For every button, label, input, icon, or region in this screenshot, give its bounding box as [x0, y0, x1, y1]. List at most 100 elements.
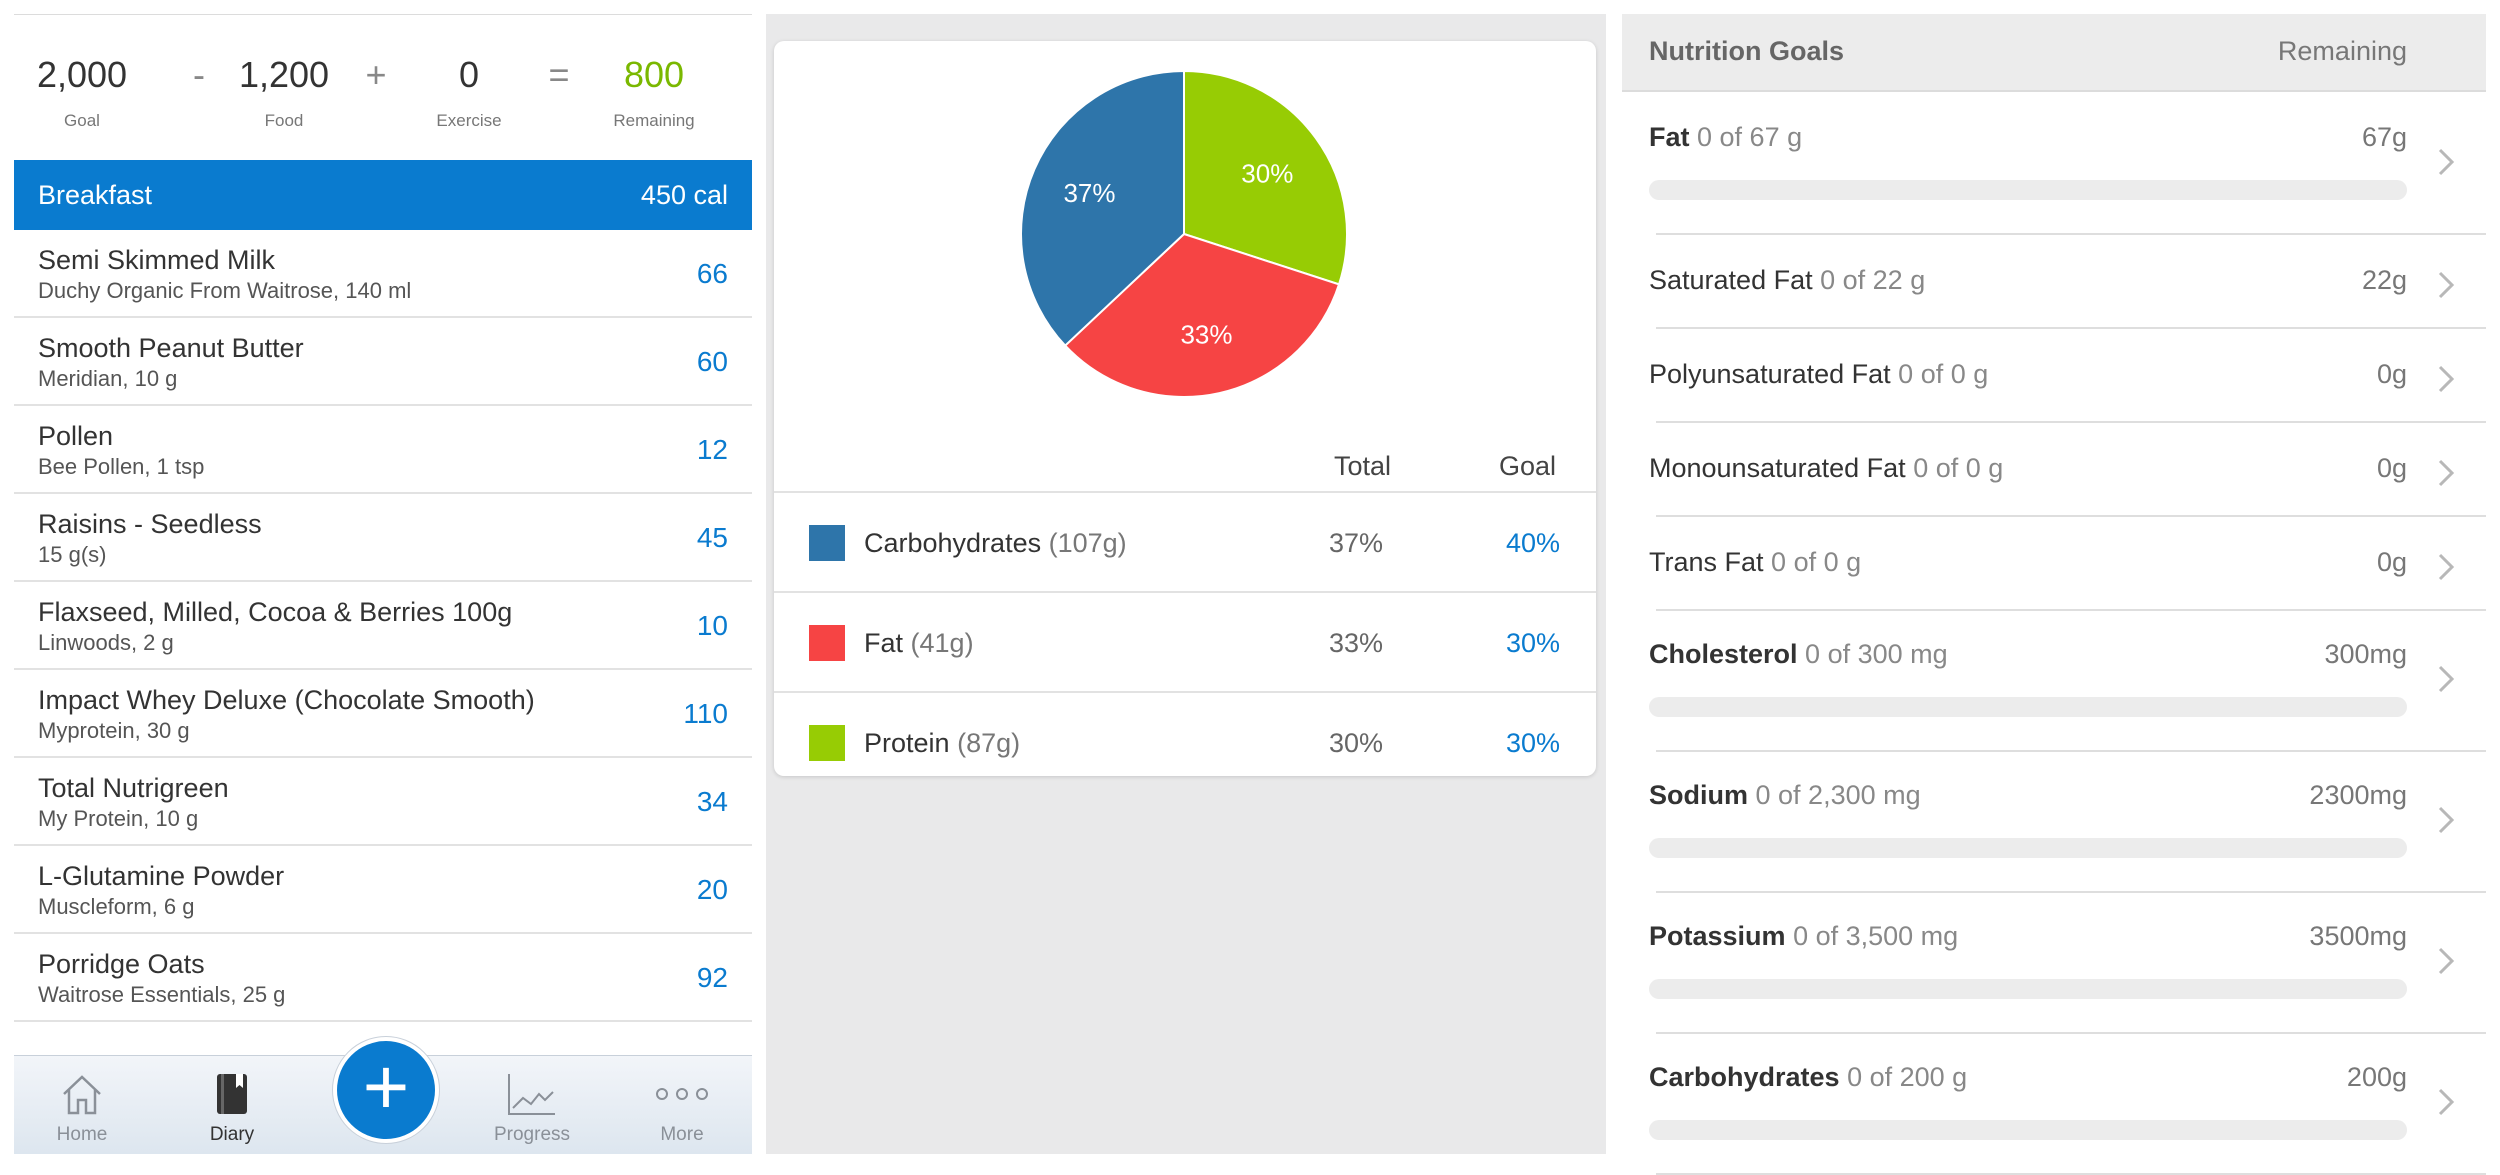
calorie-summary: 2,000 Goal - 1,200 Food + 0 Exercise = 8… — [14, 40, 752, 140]
macro-label: Carbohydrates — [864, 528, 1042, 558]
nutrient-remaining: 200g — [2346, 1062, 2407, 1092]
chevron-right-icon — [2438, 553, 2455, 581]
diary-panel: 2,000 Goal - 1,200 Food + 0 Exercise = 8… — [0, 0, 766, 1168]
macro-name: Carbohydrates (107g) — [864, 528, 1127, 559]
food-item[interactable]: Flaxseed, Milled, Cocoa & Berries 100g L… — [14, 582, 752, 670]
divider — [1656, 421, 2486, 423]
food-summary[interactable]: 1,200 Food — [234, 40, 334, 132]
legend-swatch — [809, 725, 845, 761]
divider — [1656, 233, 2486, 235]
add-button[interactable]: + — [332, 1036, 440, 1144]
divider — [774, 491, 1596, 493]
nutrient-name: Potassium 0 of 3,500 mg — [1649, 921, 1958, 952]
macros-card: 30% 33% 37% Total Goal Carbohydrates (107g… — [774, 41, 1596, 776]
nutrient-progress-bar — [1649, 180, 2407, 200]
divider — [14, 14, 752, 15]
food-description: My Protein, 10 g — [38, 806, 199, 831]
nutrient-row[interactable]: Potassium 0 of 3,500 mg 3500mg — [1622, 893, 2486, 1034]
food-description: Duchy Organic From Waitrose, 140 ml — [38, 278, 412, 303]
chevron-right-icon — [2438, 365, 2455, 393]
nutrient-remaining: 22g — [2361, 265, 2407, 295]
nutrient-row[interactable]: Saturated Fat 0 of 22 g 22g — [1622, 235, 2486, 329]
food-calories: 110 — [683, 698, 728, 729]
macro-pie-chart: 30% 33% 37% — [1019, 69, 1349, 399]
tab-more[interactable]: More — [632, 1070, 732, 1146]
exercise-summary[interactable]: 0 Exercise — [414, 40, 524, 132]
nutrient-progress-text: 0 of 22 g — [1820, 265, 1926, 295]
food-item[interactable]: Porridge Oats Waitrose Essentials, 25 g … — [14, 934, 752, 1022]
food-item[interactable]: Semi Skimmed Milk Duchy Organic From Wai… — [14, 230, 752, 318]
food-description: Bee Pollen, 1 tsp — [38, 454, 205, 479]
nutrient-remaining: 0g — [2376, 359, 2407, 389]
nutrient-row[interactable]: Carbohydrates 0 of 200 g 200g — [1622, 1034, 2486, 1175]
nutrient-progress-text: 0 of 200 g — [1847, 1062, 1968, 1092]
nutrient-row[interactable]: Sodium 0 of 2,300 mg 2300mg — [1622, 752, 2486, 893]
nutrient-row[interactable]: Fat 0 of 67 g 67g — [1622, 94, 2486, 235]
nutrient-progress-text: 0 of 0 g — [1913, 453, 2004, 483]
tab-progress[interactable]: Progress — [482, 1070, 582, 1146]
food-name: Smooth Peanut Butter — [38, 333, 304, 363]
food-description: Muscleform, 6 g — [38, 894, 195, 919]
nutrient-remaining: 0g — [2376, 547, 2407, 577]
nutrient-name: Sodium 0 of 2,300 mg — [1649, 780, 1921, 811]
nutrient-label: Polyunsaturated Fat — [1649, 359, 1891, 389]
food-item[interactable]: Total Nutrigreen My Protein, 10 g 34 — [14, 758, 752, 846]
macro-row-carbohydrates[interactable]: Carbohydrates (107g) 37% 40% — [774, 493, 1596, 593]
tab-home[interactable]: Home — [32, 1070, 132, 1146]
chevron-right-icon — [2438, 1088, 2455, 1116]
nutrient-progress-text: 0 of 0 g — [1771, 547, 1862, 577]
nutrient-progress-bar — [1649, 1120, 2407, 1140]
plus-icon: + — [337, 1041, 435, 1139]
pie-label-protein: 30% — [1241, 158, 1293, 188]
nutrient-progress-text: 0 of 2,300 mg — [1755, 780, 1921, 810]
divider — [774, 691, 1596, 693]
macro-label: Fat — [864, 628, 904, 658]
remaining-value: 800 — [623, 54, 685, 95]
macro-row-fat[interactable]: Fat (41g) 33% 30% — [774, 593, 1596, 693]
meal-title: Breakfast — [38, 179, 153, 210]
nutrient-name: Cholesterol 0 of 300 mg — [1649, 639, 1948, 670]
food-item[interactable]: Smooth Peanut Butter Meridian, 10 g 60 — [14, 318, 752, 406]
divider — [1656, 327, 2486, 329]
tab-label: Progress — [493, 1124, 571, 1145]
breakfast-header[interactable]: Breakfast 450 cal — [14, 160, 752, 230]
food-description: 15 g(s) — [38, 542, 107, 567]
food-item[interactable]: Raisins - Seedless 15 g(s) 45 — [14, 494, 752, 582]
exercise-value: 0 — [458, 54, 480, 95]
minus-operator: - — [193, 54, 205, 95]
goal-value: 2,000 — [36, 54, 128, 95]
tab-diary[interactable]: Diary — [182, 1070, 282, 1146]
divider — [1656, 750, 2486, 752]
nutrient-label: Saturated Fat — [1649, 265, 1813, 295]
remaining-summary[interactable]: 800 Remaining — [599, 40, 709, 132]
nutrient-row[interactable]: Polyunsaturated Fat 0 of 0 g 0g — [1622, 329, 2486, 423]
pie-slice-carbohydrates — [1020, 69, 1185, 347]
nutrient-remaining: 67g — [2361, 122, 2407, 152]
food-calories: 45 — [696, 522, 728, 553]
nutrient-name: Saturated Fat 0 of 22 g — [1649, 265, 1925, 296]
nutrient-row[interactable]: Monounsaturated Fat 0 of 0 g 0g — [1622, 423, 2486, 517]
macros-panel: 30% 33% 37% Total Goal Carbohydrates (107g… — [766, 14, 1606, 1154]
nutrition-goals-header: Nutrition Goals Remaining — [1622, 14, 2486, 92]
food-calories: 34 — [696, 786, 728, 817]
nutrient-row[interactable]: Trans Fat 0 of 0 g 0g — [1622, 517, 2486, 611]
macro-row-protein[interactable]: Protein (87g) 30% 30% — [774, 693, 1596, 793]
nutrient-row[interactable]: Cholesterol 0 of 300 mg 300mg — [1622, 611, 2486, 752]
nutrition-goals-panel: Nutrition Goals Remaining Fat 0 of 67 g 6… — [1622, 14, 2486, 1175]
legend-swatch — [809, 525, 845, 561]
nutrient-label: Cholesterol — [1649, 639, 1798, 669]
food-name: Raisins - Seedless — [38, 509, 262, 539]
macro-goal: 30% — [1506, 628, 1561, 658]
chevron-right-icon — [2438, 947, 2455, 975]
food-name: Impact Whey Deluxe (Chocolate Smooth) — [38, 685, 535, 715]
food-calories: 20 — [696, 874, 728, 905]
nutrient-label: Sodium — [1649, 780, 1748, 810]
goal-summary[interactable]: 2,000 Goal — [32, 40, 132, 132]
nutrient-label: Potassium — [1649, 921, 1786, 951]
food-item[interactable]: L-Glutamine Powder Muscleform, 6 g 20 — [14, 846, 752, 934]
pie-slice-protein — [1183, 69, 1348, 286]
food-item[interactable]: Pollen Bee Pollen, 1 tsp 12 — [14, 406, 752, 494]
chevron-right-icon — [2438, 459, 2455, 487]
food-item[interactable]: Impact Whey Deluxe (Chocolate Smooth) My… — [14, 670, 752, 758]
food-name: Flaxseed, Milled, Cocoa & Berries 100g — [38, 597, 513, 627]
